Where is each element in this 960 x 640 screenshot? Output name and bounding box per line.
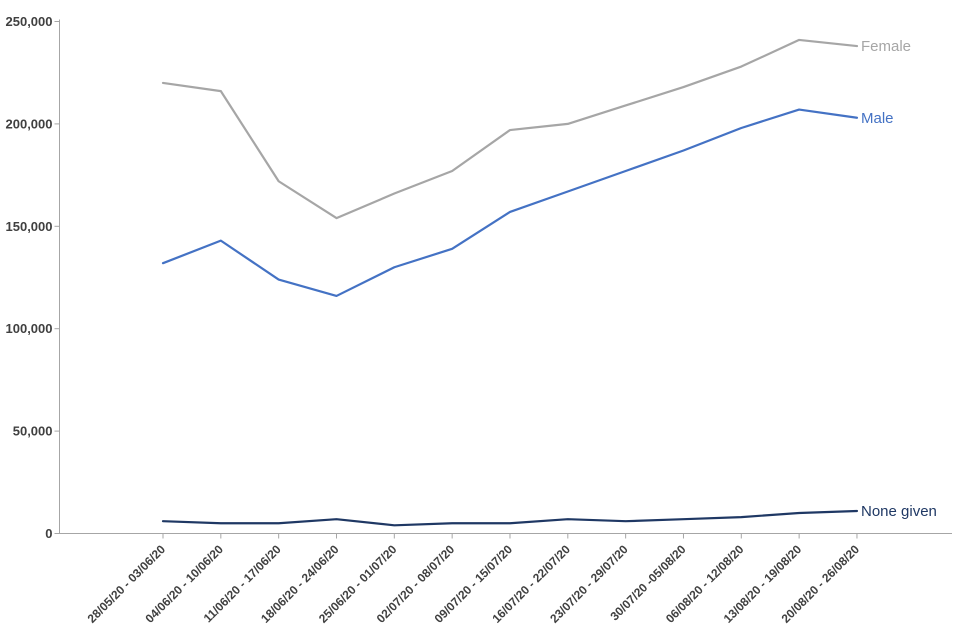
y-tick-label: 100,000: [6, 321, 53, 336]
y-tick-label: 0: [45, 526, 52, 541]
series-label-female: Female: [861, 38, 911, 55]
y-tick-label: 150,000: [6, 219, 53, 234]
series-line-none-given: [161, 509, 859, 527]
series-line-female: [161, 38, 859, 220]
series-label-male: Male: [861, 110, 894, 127]
y-tick-label: 50,000: [13, 424, 53, 439]
y-tick-label: 200,000: [6, 116, 53, 131]
y-tick-label: 250,000: [6, 14, 53, 29]
series-line-male: [161, 108, 859, 298]
series-label-none-given: None given: [861, 503, 937, 520]
